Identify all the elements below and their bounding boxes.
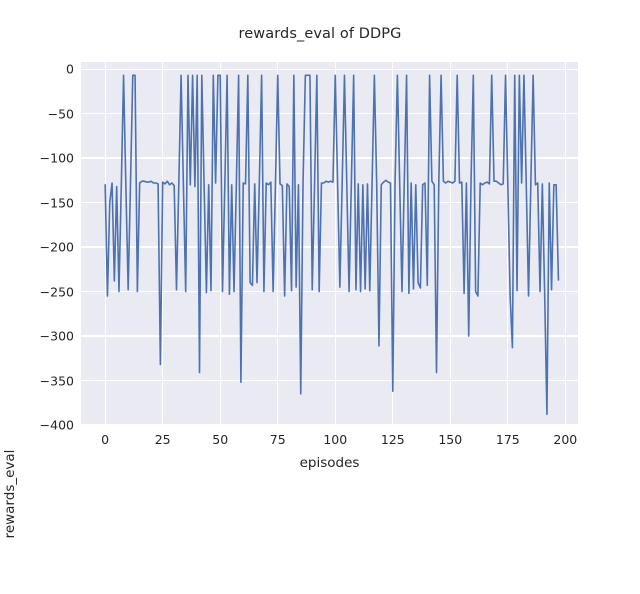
x-tick-label: 50 — [212, 432, 229, 447]
plot-area — [81, 62, 578, 425]
y-tick-label: −400 — [39, 417, 74, 433]
gridline-vertical — [334, 62, 336, 425]
y-axis-label: rewards_eval — [2, 449, 18, 539]
gridline-vertical — [507, 62, 509, 425]
y-axis-ticks: 0 −50 −100 −150 −200 −250 −300 −350 −400 — [0, 0, 74, 480]
gridline-vertical — [277, 62, 279, 425]
gridline-horizontal — [81, 379, 578, 382]
x-tick-label: 175 — [495, 432, 520, 447]
gridline-vertical — [392, 62, 394, 425]
gridline-vertical — [104, 62, 106, 425]
data-line-series — [104, 74, 560, 416]
x-tick-label: 200 — [553, 432, 578, 447]
gridline-vertical — [564, 62, 566, 425]
gridline-horizontal — [81, 290, 578, 293]
gridline-horizontal — [81, 246, 578, 248]
x-tick-label: 0 — [101, 432, 110, 447]
gridline-horizontal — [81, 201, 578, 204]
y-tick-label: −200 — [39, 239, 74, 255]
y-tick-label: −100 — [39, 150, 74, 166]
gridline-horizontal — [81, 335, 578, 337]
x-tick-label: 75 — [269, 432, 286, 447]
gridline-vertical — [219, 62, 221, 425]
gridline-horizontal — [81, 424, 578, 425]
gridline-vertical — [449, 62, 451, 425]
gridline-horizontal — [81, 68, 578, 70]
y-tick-label: −350 — [39, 373, 74, 388]
chart-figure: rewards_eval of DDPG 0 −50 −100 −150 −200 −25… — [0, 0, 640, 539]
gridline-horizontal — [81, 157, 578, 159]
x-axis-ticks: 0 25 50 75 100 125 150 175 200 — [0, 432, 640, 452]
y-tick-label: −250 — [39, 284, 74, 300]
x-tick-label: 100 — [323, 432, 348, 447]
y-tick-label: −300 — [39, 328, 74, 344]
x-axis-label: episodes — [299, 455, 360, 471]
chart-title: rewards_eval of DDPG — [238, 26, 402, 42]
x-tick-label: 25 — [154, 432, 171, 447]
y-tick-label: 0 — [66, 61, 74, 77]
x-tick-label: 125 — [380, 432, 405, 447]
gridline-horizontal — [81, 113, 578, 115]
y-tick-label: −150 — [39, 195, 74, 211]
x-tick-label: 150 — [438, 432, 463, 447]
y-tick-label: −50 — [47, 106, 74, 122]
